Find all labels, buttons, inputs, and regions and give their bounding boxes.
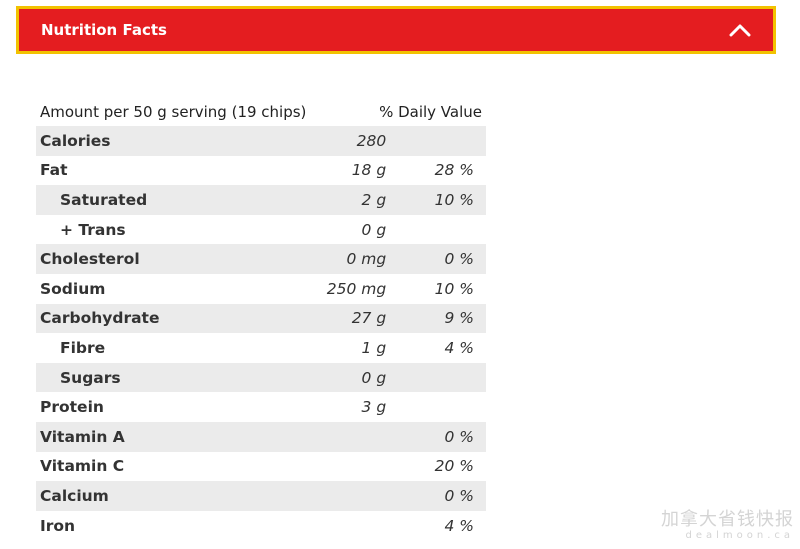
nutrient-name: Vitamin A [36,421,312,452]
nutrient-daily-value: 28 % [434,161,474,180]
table-row: Calcium 0 % [36,481,486,511]
nutrient-amount: 27 g [311,303,387,334]
nutrition-facts-accordion-header[interactable]: Nutrition Facts [16,6,776,54]
nutrient-name: Calcium [36,481,312,511]
table-row: Sodium 250 mg 10 % [36,274,486,304]
nutrition-table: Amount per 50 g serving (19 chips) % Dai… [36,98,486,540]
nutrient-name: Iron [40,516,76,535]
nutrient-name: Sugars [36,362,312,393]
table-row: Sugars 0 g [36,362,486,393]
nutrient-name: Carbohydrate [36,303,312,334]
nutrient-daily-value: 4 % [444,338,474,357]
nutrient-daily-value: 9 % [386,303,486,334]
nutrient-daily-value [386,215,486,245]
table-header-row: Amount per 50 g serving (19 chips) % Dai… [36,98,486,126]
watermark-line-2: dealmoon.ca [685,530,794,541]
nutrient-daily-value: 0 % [386,244,486,274]
table-row: Protein 3 g [36,392,486,422]
table-row: Vitamin A 0 % [36,421,486,452]
nutrient-name: Cholesterol [36,244,312,274]
nutrient-daily-value [386,392,486,422]
daily-value-header: % Daily Value [379,103,482,121]
table-row: Cholesterol 0 mg 0 % [36,244,486,274]
nutrient-name: Fibre [60,338,106,357]
table-row: Fibre 1 g 4 % [36,333,486,363]
watermark-line-1: 加拿大省钱快报 [661,509,794,531]
nutrient-daily-value: 0 % [386,421,486,452]
nutrient-amount: 280 [311,126,387,156]
table-row: Iron 4 % [36,511,486,541]
nutrient-daily-value [386,362,486,393]
serving-size-header: Amount per 50 g serving (19 chips) [40,103,307,121]
nutrient-name: Vitamin C [40,457,125,476]
nutrient-daily-value: 10 % [434,279,474,298]
nutrient-name: Saturated [36,185,312,215]
nutrient-daily-value [386,126,486,156]
nutrient-amount: 0 mg [311,244,387,274]
nutrient-name: Protein [40,398,104,417]
nutrient-amount: 250 mg [326,279,387,298]
nutrient-name: + Trans [60,220,126,239]
nutrient-name: Calories [36,126,312,156]
nutrient-daily-value: 20 % [434,457,474,476]
nutrient-daily-value: 4 % [444,516,474,535]
nutrient-amount: 2 g [311,185,387,215]
nutrient-amount [312,511,387,541]
nutrient-daily-value: 0 % [386,481,486,511]
table-row: Vitamin C 20 % [36,452,486,482]
nutrient-daily-value: 10 % [386,185,486,215]
nutrient-rows: Calories 280 Fat 18 g 28 % Saturated 2 g 10 % + … [36,126,486,540]
nutrient-amount: 0 g [361,220,387,239]
nutrient-name: Fat [40,161,68,180]
chevron-up-icon[interactable] [729,23,751,37]
nutrient-amount: 18 g [351,161,387,180]
table-row: Saturated 2 g 10 % [36,185,486,215]
nutrient-amount: 0 g [311,362,387,393]
nutrient-amount [311,481,387,511]
nutrient-amount: 1 g [361,338,387,357]
nutrient-name: Sodium [40,279,106,298]
watermark: 加拿大省钱快报 dealmoon.ca [661,510,794,541]
table-row: + Trans 0 g [36,215,486,245]
table-row: Fat 18 g 28 % [36,156,486,186]
nutrient-amount: 3 g [361,398,387,417]
table-row: Calories 280 [36,126,486,156]
accordion-title: Nutrition Facts [41,21,167,39]
nutrient-amount [312,452,387,482]
nutrient-amount [311,421,387,452]
